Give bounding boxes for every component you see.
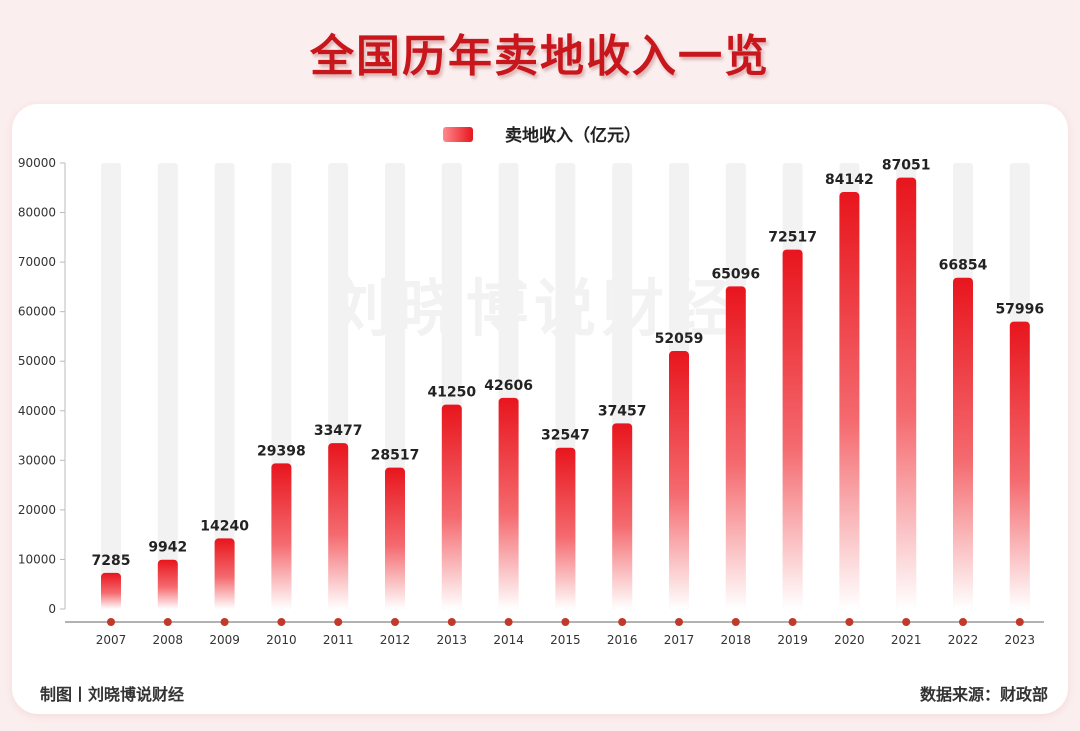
- x-axis-dot: [902, 618, 911, 626]
- x-tick-label: 2008: [153, 633, 184, 647]
- bar: [385, 467, 405, 609]
- bar: [328, 443, 349, 609]
- bar-track: [157, 163, 178, 609]
- x-tick-label: 2021: [891, 633, 922, 647]
- bar-value-label: 14240: [200, 518, 249, 534]
- y-tick-label: 50000: [18, 354, 56, 368]
- legend: 卖地收入（亿元）: [443, 125, 641, 146]
- x-axis-dot: [731, 618, 740, 626]
- footer-credit: 制图丨刘晓博说财经: [40, 685, 185, 704]
- chart-card: [12, 104, 1068, 714]
- x-axis-dot: [447, 618, 456, 626]
- bar-value-label: 37457: [598, 403, 647, 419]
- x-tick-label: 2007: [96, 633, 127, 647]
- x-tick-label: 2018: [721, 633, 752, 647]
- x-tick-label: 2022: [948, 633, 979, 647]
- bar: [271, 463, 292, 609]
- x-axis-dot: [277, 618, 286, 626]
- bar-value-label: 42606: [484, 378, 533, 394]
- x-tick-label: 2017: [664, 633, 695, 647]
- y-tick-label: 20000: [18, 503, 56, 517]
- x-axis-dot: [561, 618, 570, 626]
- bar: [214, 538, 235, 609]
- x-tick-label: 2023: [1005, 633, 1036, 647]
- x-tick-label: 2010: [266, 633, 297, 647]
- x-axis-dot: [959, 618, 967, 626]
- bar-value-label: 52059: [655, 331, 704, 347]
- x-axis-dot: [391, 618, 399, 626]
- bar: [555, 447, 576, 609]
- bar-value-label: 29398: [257, 443, 306, 459]
- y-tick-label: 70000: [18, 255, 56, 269]
- bar-value-label: 87051: [882, 158, 931, 174]
- bar: [498, 397, 519, 609]
- y-tick-label: 40000: [18, 404, 56, 418]
- bar-value-label: 57996: [995, 302, 1044, 318]
- bar-value-label: 84142: [825, 172, 874, 188]
- bar: [725, 286, 746, 609]
- bar-value-label: 28517: [371, 448, 420, 464]
- y-tick-label: 0: [48, 602, 56, 616]
- bar-value-label: 9942: [148, 540, 187, 556]
- bar-value-label: 72517: [768, 230, 817, 246]
- bar: [612, 423, 633, 609]
- x-tick-label: 2012: [380, 633, 411, 647]
- x-axis-dot: [788, 618, 797, 626]
- footer-source: 数据来源：财政部: [919, 685, 1048, 704]
- bar: [1009, 321, 1030, 609]
- y-tick-label: 80000: [18, 206, 56, 220]
- x-tick-label: 2011: [323, 633, 354, 647]
- bar-value-label: 33477: [314, 423, 363, 439]
- y-tick-label: 90000: [18, 156, 56, 170]
- bar: [896, 177, 917, 609]
- legend-swatch: [443, 127, 473, 142]
- legend-label: 卖地收入（亿元）: [505, 125, 641, 146]
- bar: [953, 277, 973, 609]
- bar: [839, 192, 860, 609]
- x-axis-dot: [845, 618, 854, 626]
- x-tick-label: 2009: [209, 633, 240, 647]
- x-axis-dot: [675, 618, 683, 626]
- y-tick-label: 10000: [18, 552, 56, 566]
- bar-value-label: 41250: [427, 385, 476, 401]
- bar: [669, 351, 689, 609]
- x-tick-label: 2020: [834, 633, 865, 647]
- y-tick-label: 60000: [18, 305, 56, 319]
- bar-value-label: 32547: [541, 428, 590, 444]
- x-axis-dot: [107, 618, 115, 626]
- y-tick-label: 30000: [18, 453, 56, 467]
- bar-track: [101, 163, 121, 609]
- x-tick-label: 2015: [550, 633, 581, 647]
- bar: [101, 572, 121, 609]
- bar: [441, 404, 462, 609]
- x-tick-label: 2014: [493, 633, 524, 647]
- bar-value-label: 65096: [711, 266, 760, 282]
- bar-value-label: 7285: [92, 553, 131, 569]
- x-axis-dot: [163, 618, 172, 626]
- bar-value-label: 66854: [939, 258, 988, 274]
- x-axis-dot: [618, 618, 627, 626]
- bar: [782, 249, 803, 609]
- x-tick-label: 2016: [607, 633, 638, 647]
- x-axis-dot: [334, 618, 343, 626]
- bar: [157, 559, 178, 609]
- x-axis-dot: [220, 618, 229, 626]
- x-tick-label: 2019: [777, 633, 808, 647]
- bar-track: [214, 163, 235, 609]
- page-title: 全国历年卖地收入一览: [310, 31, 770, 82]
- x-axis-dot: [1015, 618, 1024, 626]
- x-axis-dot: [504, 618, 513, 626]
- x-tick-label: 2013: [437, 633, 468, 647]
